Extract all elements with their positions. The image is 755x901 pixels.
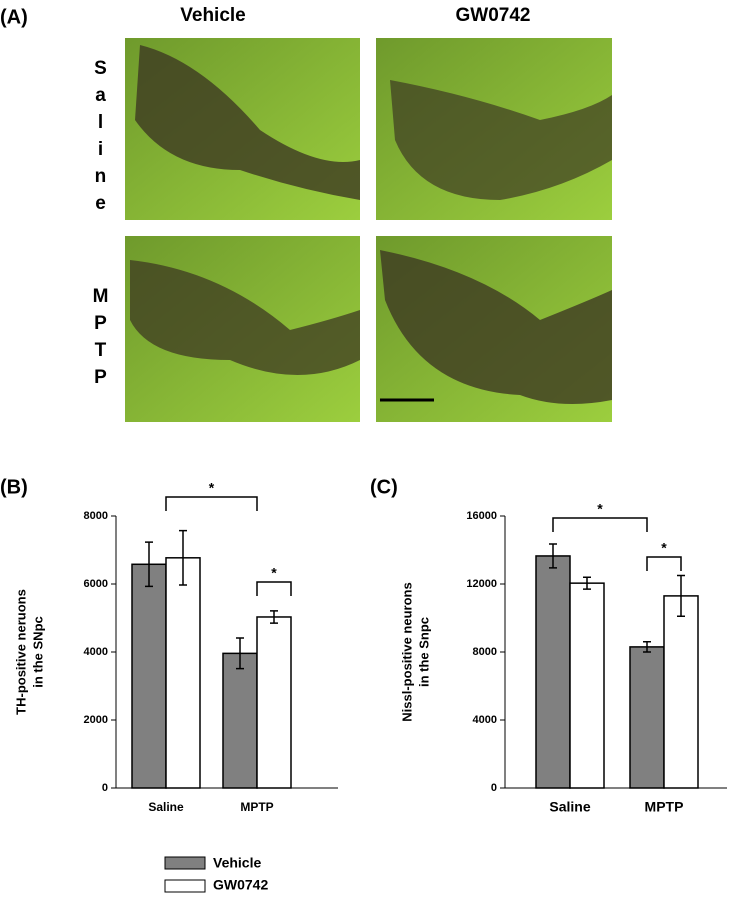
micrograph [376, 236, 612, 422]
row-label: Saline [90, 58, 111, 220]
significance-star: * [209, 480, 215, 496]
bar [535, 555, 571, 789]
y-tick-label: 4000 [473, 714, 497, 726]
error-bar [270, 610, 278, 624]
y-tick-label: 0 [491, 782, 497, 794]
bar [629, 646, 665, 789]
bar [222, 652, 258, 789]
y-tick-label: 16000 [466, 510, 497, 522]
panel-label: (B) [0, 476, 28, 498]
legend-swatch [164, 856, 206, 870]
legend: Vehicle GW0742 [164, 855, 268, 893]
panel-label: (C) [370, 476, 398, 498]
error-bar [179, 529, 187, 586]
x-tick-label: MPTP [645, 799, 684, 815]
significance-star: * [271, 565, 277, 581]
significance-bracket [646, 556, 682, 571]
error-bar [677, 574, 685, 618]
x-tick-label: MPTP [240, 800, 273, 814]
column-label: Vehicle [180, 5, 246, 26]
error-bar [583, 576, 591, 590]
row-label: MPTP [90, 286, 111, 394]
bar [663, 595, 699, 789]
error-bar [145, 541, 153, 588]
y-axis-label: Nissl-positive neurons [399, 582, 414, 721]
legend-swatch [164, 879, 206, 893]
y-tick-label: 2000 [84, 714, 108, 726]
y-tick-label: 8000 [84, 510, 108, 522]
significance-bracket [552, 517, 648, 532]
error-bar [549, 543, 557, 569]
bar [131, 563, 167, 789]
x-tick-label: Saline [148, 800, 184, 814]
y-tick-label: 8000 [473, 646, 497, 658]
micrographs [125, 38, 612, 422]
error-bar [643, 641, 651, 653]
bar [256, 616, 292, 789]
significance-bracket [256, 581, 292, 596]
legend-label: GW0742 [213, 877, 268, 893]
x-tick-label: Saline [549, 799, 590, 815]
significance-star: * [597, 501, 603, 517]
y-tick-label: 0 [102, 782, 108, 794]
y-axis-label: in the Snpc [416, 617, 431, 687]
significance-bracket [165, 496, 258, 511]
legend-label: Vehicle [213, 855, 261, 871]
y-axis-label: in the SNpc [30, 616, 45, 688]
y-axis-label: TH-positive neruons [13, 589, 28, 715]
bar [569, 582, 605, 789]
error-bar [236, 637, 244, 670]
y-tick-label: 12000 [466, 578, 497, 590]
significance-star: * [661, 540, 667, 556]
panel-label: (A) [0, 6, 28, 28]
column-label: GW0742 [456, 5, 531, 26]
y-tick-label: 4000 [84, 646, 108, 658]
micrograph [125, 236, 360, 422]
bar [165, 557, 201, 789]
micrograph [376, 38, 612, 220]
micrograph [125, 38, 360, 220]
y-tick-label: 6000 [84, 578, 108, 590]
